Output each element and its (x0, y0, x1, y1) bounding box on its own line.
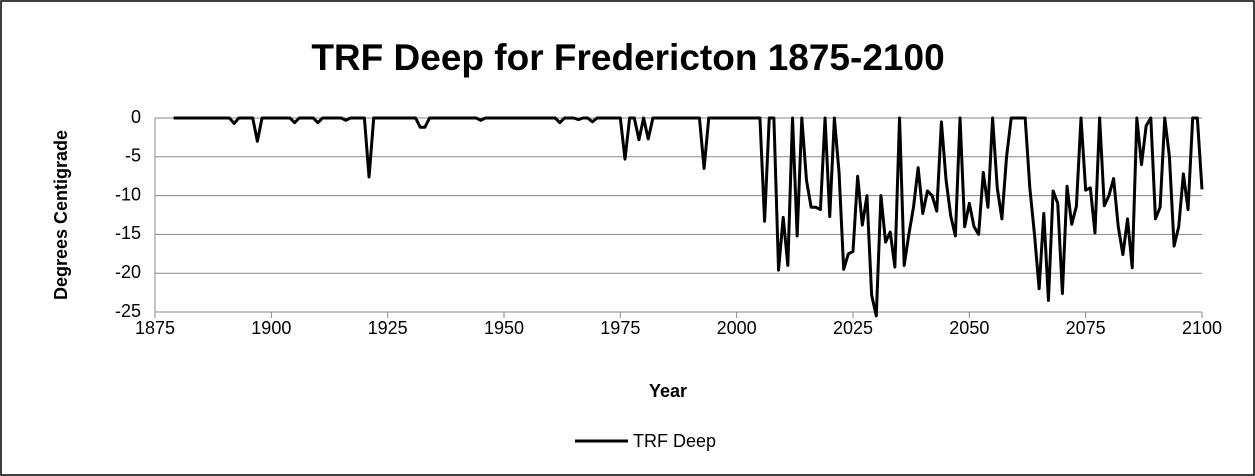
x-tick-label: 2000 (717, 318, 757, 338)
chart-title: TRF Deep for Fredericton 1875-2100 (311, 37, 944, 78)
y-axis-label: Degrees Centigrade (51, 130, 71, 300)
legend-label: TRF Deep (633, 431, 716, 451)
x-axis-label: Year (649, 381, 687, 401)
data-line (173, 116, 1204, 318)
y-tick-label: -25 (115, 301, 141, 321)
x-tick-label: 1950 (484, 318, 524, 338)
y-tick-label: -5 (125, 146, 141, 166)
x-tick-label: 1925 (368, 318, 408, 338)
x-tick-label: 1900 (251, 318, 291, 338)
x-tick-label: 2100 (1182, 318, 1222, 338)
x-tick-label: 2050 (949, 318, 989, 338)
x-tick-label: 2075 (1066, 318, 1106, 338)
y-tick-label: -15 (115, 223, 141, 243)
y-tick-label: -20 (115, 262, 141, 282)
x-tick-label: 2025 (833, 318, 873, 338)
y-tick-label: 0 (131, 107, 141, 127)
y-tick-label: -10 (115, 184, 141, 204)
x-tick-label: 1975 (600, 318, 640, 338)
x-tick-label: 1875 (135, 318, 175, 338)
